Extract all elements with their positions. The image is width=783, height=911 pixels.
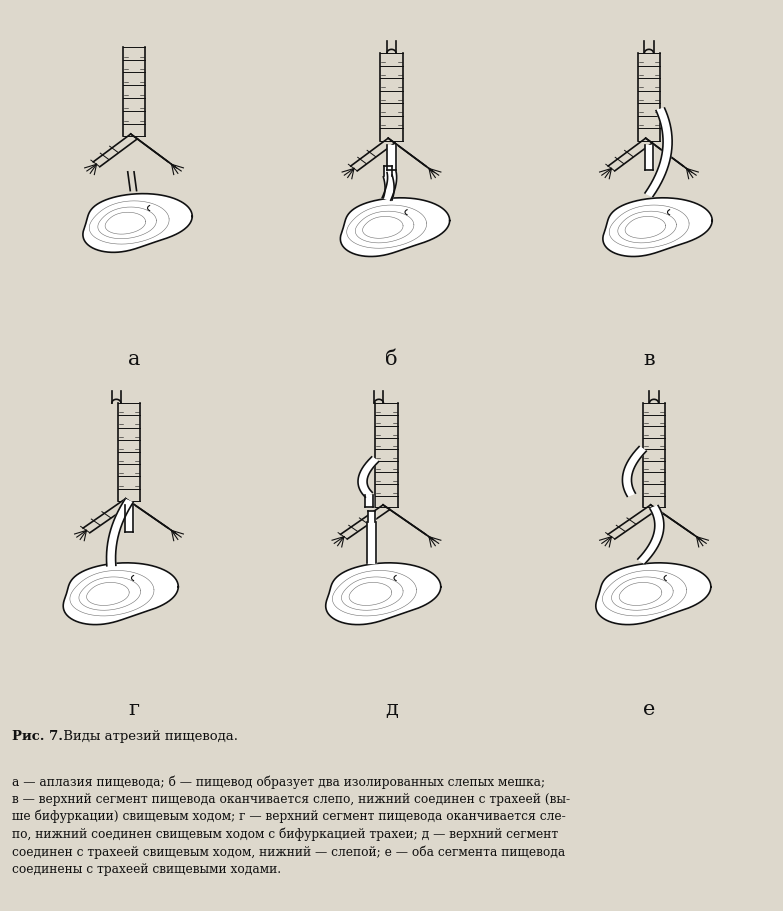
Polygon shape <box>83 194 192 252</box>
Text: Виды атрезий пищевода.: Виды атрезий пищевода. <box>60 730 238 742</box>
Text: а: а <box>128 350 140 369</box>
Text: е: е <box>643 700 655 719</box>
Polygon shape <box>384 166 392 176</box>
Text: г: г <box>128 700 139 719</box>
Text: Рис. 7.: Рис. 7. <box>12 730 63 742</box>
Polygon shape <box>106 499 133 566</box>
Text: в: в <box>643 350 655 369</box>
Text: б: б <box>385 350 398 369</box>
Text: д: д <box>385 700 398 719</box>
Polygon shape <box>638 506 664 564</box>
Polygon shape <box>645 108 672 197</box>
Polygon shape <box>644 145 653 169</box>
Polygon shape <box>603 198 713 257</box>
Polygon shape <box>384 175 394 200</box>
Polygon shape <box>382 171 397 200</box>
Polygon shape <box>622 446 646 496</box>
Polygon shape <box>367 511 375 522</box>
Polygon shape <box>124 505 133 532</box>
Polygon shape <box>358 457 378 497</box>
Polygon shape <box>366 522 376 564</box>
Polygon shape <box>365 495 373 507</box>
Polygon shape <box>326 563 441 625</box>
Polygon shape <box>387 145 396 169</box>
Text: а — аплазия пищевода; б — пищевод образует два изолированных слепых мешка;
в — в: а — аплазия пищевода; б — пищевод образу… <box>12 775 570 875</box>
Polygon shape <box>63 563 179 625</box>
Polygon shape <box>341 198 449 257</box>
Polygon shape <box>596 563 711 625</box>
